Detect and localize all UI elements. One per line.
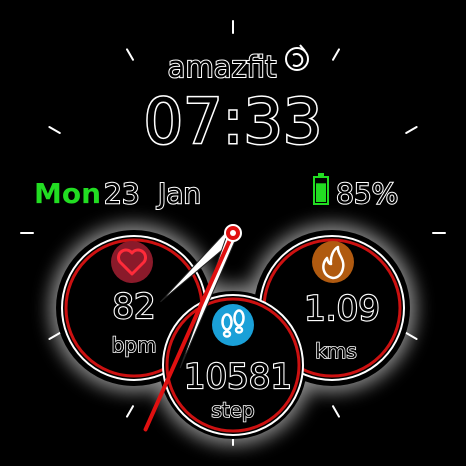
dial-tick <box>332 405 340 418</box>
footprints-icon <box>212 304 254 346</box>
dial-ticks <box>20 20 446 446</box>
digital-time: 07:33 <box>144 85 323 158</box>
battery-icon <box>313 173 329 205</box>
brand-mark-icon <box>285 44 309 71</box>
dial-tick <box>126 405 134 418</box>
flame-icon <box>312 241 354 283</box>
day-number: 23 <box>104 177 140 210</box>
brand-logo: amazfit <box>167 44 309 85</box>
footprints-glyph <box>221 309 245 338</box>
dial-tick <box>405 126 418 134</box>
dial-tick <box>126 48 134 61</box>
steps-value: 10581 <box>184 357 292 397</box>
distance-value: 1.09 <box>304 289 380 329</box>
dial-tick <box>332 48 340 61</box>
distance-unit: kms <box>315 339 356 363</box>
steps-widget[interactable]: 10581 step <box>162 294 304 436</box>
date-display: Mon 23 Jan <box>34 176 202 211</box>
weekday-label: Mon <box>34 177 101 210</box>
month-label: Jan <box>156 177 201 210</box>
dial-tick <box>48 126 61 134</box>
heart-icon <box>111 241 153 283</box>
heart-rate-unit: bpm <box>112 333 157 357</box>
analog-hands <box>143 224 242 432</box>
second-hand <box>143 225 238 432</box>
brand-text: amazfit <box>168 50 277 84</box>
heart-rate-value: 82 <box>112 287 155 327</box>
steps-unit: step <box>211 398 254 422</box>
battery-indicator: 85% <box>313 173 399 211</box>
flame-glyph <box>322 245 345 280</box>
heart-glyph <box>117 248 147 276</box>
hand-center-dot <box>230 230 236 236</box>
battery-percent: 85% <box>336 177 398 210</box>
